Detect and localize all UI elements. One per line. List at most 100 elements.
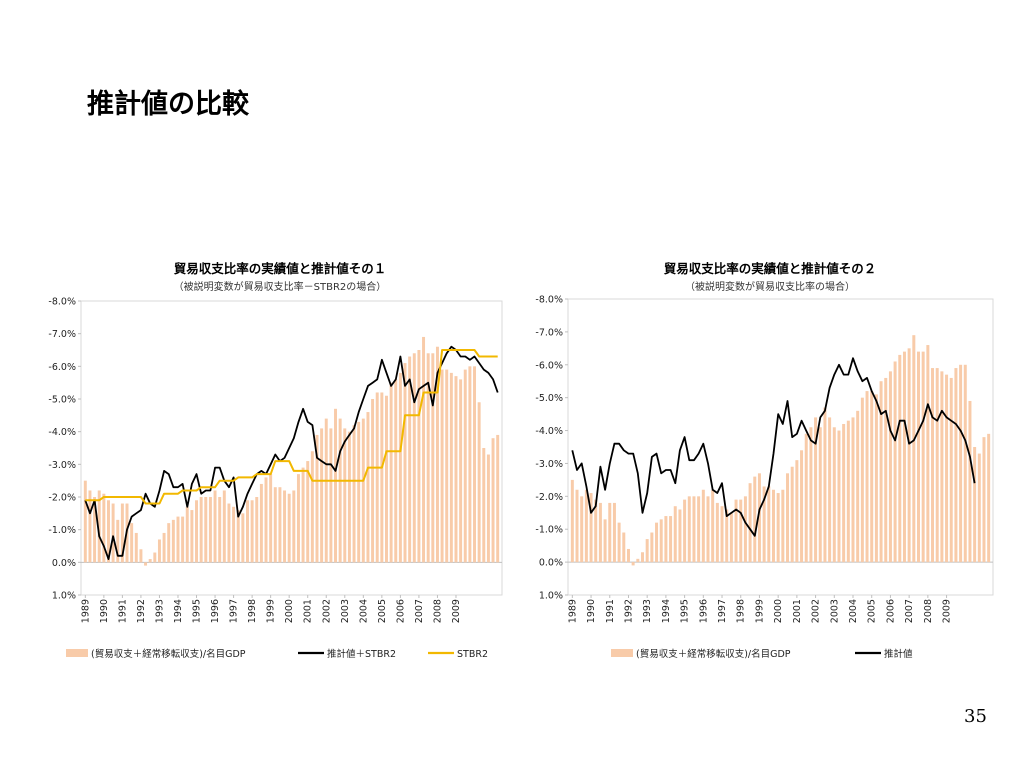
bar [916,351,920,563]
bar [394,379,398,563]
bar [870,391,874,563]
bar [296,474,300,563]
plot-area [80,300,503,596]
bar [879,381,883,563]
bar [617,522,621,563]
bar [584,489,588,563]
x-tick-label: 1995 [192,599,203,623]
y-tick-label: 0.0% [539,558,563,569]
bar [982,437,986,563]
bar [856,410,860,563]
bar [320,428,324,563]
bar [715,502,719,563]
chart-subtitle: （被説明変数が貿易収支比率－STBR2の場合） [174,280,387,293]
bar [283,490,287,563]
bar [762,486,766,563]
bar [148,559,152,563]
bar [842,423,846,563]
x-tick-label: 1992 [136,599,147,623]
bar [846,420,850,563]
y-tick-label: -1.0% [535,525,563,536]
y-tick-label: -2.0% [535,492,563,503]
bar [888,371,892,563]
x-tick-label: 2007 [904,599,915,623]
bar [959,364,963,563]
bar [860,397,864,563]
bar [366,412,370,563]
bar [287,493,291,563]
bar [898,354,902,563]
bar [945,374,949,563]
chart-title: 貿易収支比率の実績値と推計値その２ [664,261,877,276]
bar [809,427,813,563]
legend-swatch [66,649,88,657]
bar [468,366,472,563]
x-tick-label: 2002 [321,599,332,623]
x-tick-label: 1997 [229,599,240,623]
bar [343,428,347,563]
bar [111,503,115,563]
plot-area [567,298,994,596]
x-tick-label: 2008 [923,599,934,623]
bar [208,497,212,563]
bar [781,489,785,563]
bar [227,503,231,563]
bar [454,376,458,563]
x-tick-label: 1990 [99,599,110,623]
bar [612,502,616,563]
bar [907,348,911,563]
bar [199,497,203,563]
y-tick-label: -2.0% [48,493,76,504]
bar [800,450,804,563]
bar [306,461,310,563]
y-tick-label: -3.0% [535,459,563,470]
bar [828,417,832,563]
bar [940,371,944,563]
bar [310,451,314,563]
bar [935,368,939,563]
x-tick-label: 1993 [154,599,165,623]
bar [757,473,761,563]
bar [711,489,715,563]
bar [977,453,981,563]
legend-label: (貿易収支＋経常移転収支)/名目GDP [636,648,791,660]
legend-label: 推計値 [884,648,913,660]
bar [486,454,490,563]
bar [329,428,333,563]
y-tick-label: -5.0% [535,393,563,404]
bar [912,335,916,563]
bar [181,516,185,563]
y-tick-label: -1.0% [48,525,76,536]
x-tick-label: 1991 [605,599,616,623]
bar [743,496,747,563]
legend-label: (貿易収支＋経常移転収支)/名目GDP [91,648,246,660]
bar [435,346,439,563]
bar [347,431,351,563]
bar [589,493,593,563]
bar [477,402,481,563]
bar [213,490,217,563]
bar-series [83,336,500,566]
x-tick-label: 2004 [848,599,859,623]
x-tick-label: 2005 [377,599,388,623]
bar [459,379,463,563]
x-tick-label: 1996 [210,599,221,623]
bar [88,490,92,563]
x-tick-label: 1998 [736,599,747,623]
bar [608,502,612,563]
bar [734,499,738,563]
y-tick-label: 1.0% [539,591,563,602]
x-tick-label: 2006 [395,599,406,623]
bar [926,345,930,563]
bar [292,490,296,563]
bar [804,433,808,563]
bar [195,500,198,563]
x-tick-label: 2003 [829,599,840,623]
bar [153,552,157,563]
legend-label: 推計値＋STBR2 [327,648,396,660]
x-tick-label: 1993 [642,599,653,623]
legend-swatch [611,649,633,657]
bar [130,523,134,563]
x-tick-label: 1992 [623,599,634,623]
bar [598,502,602,563]
